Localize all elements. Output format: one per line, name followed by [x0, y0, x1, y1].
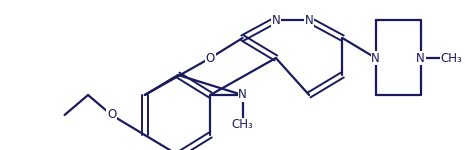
Text: N: N [371, 51, 380, 64]
Text: N: N [305, 14, 313, 27]
Text: N: N [416, 51, 425, 64]
Text: CH₃: CH₃ [440, 51, 462, 64]
Text: O: O [107, 108, 116, 122]
Text: CH₃: CH₃ [232, 118, 253, 132]
Text: N: N [238, 88, 247, 102]
Text: O: O [206, 51, 215, 64]
Text: N: N [272, 14, 280, 27]
